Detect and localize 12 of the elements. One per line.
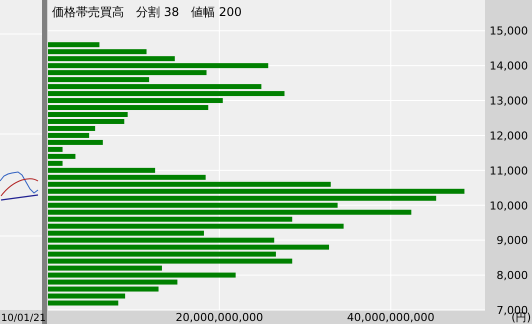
y-tick-label: 14,000 — [490, 60, 528, 73]
y-tick-label: 10,000 — [490, 199, 528, 212]
x-tick-label: 40,000,000,000 — [347, 311, 434, 324]
text: 10/01/21 — [1, 313, 46, 324]
y-tick-label: 11,000 — [490, 164, 528, 178]
text: 価格帯売買高 分割 38 値幅 200 — [52, 5, 242, 19]
y-tick-label: 9,000 — [496, 234, 528, 248]
y-tick-label: 8,000 — [496, 269, 528, 282]
y-tick-label: 15,000 — [490, 24, 528, 38]
y-tick-label: 13,000 — [490, 94, 528, 108]
y-tick-label: 12,000 — [490, 129, 528, 142]
x-tick-label: 20,000,000,000 — [176, 311, 264, 324]
